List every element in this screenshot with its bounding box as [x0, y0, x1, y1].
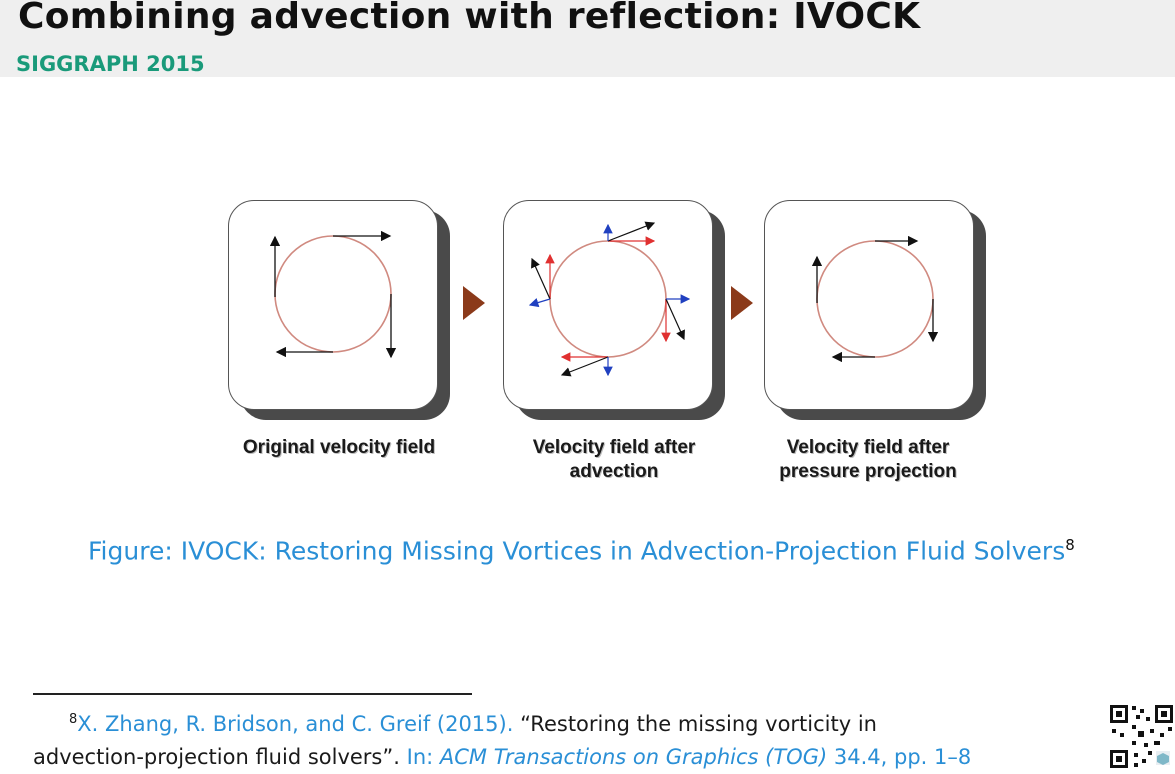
footnote-title-2: advection-projection fluid solvers”.	[33, 745, 400, 769]
black-vector	[665, 298, 685, 341]
panel-caption-projection: Velocity field after pressure projection	[779, 437, 957, 482]
vortex-circle	[549, 240, 667, 358]
original-velocity-diagram	[269, 230, 397, 359]
footnote-title-1: “Restoring the missing vorticity in	[520, 712, 877, 736]
slide-header: Combining advection with reflection: IVO…	[0, 0, 1175, 77]
black-vector	[607, 221, 656, 242]
flow-arrow-1	[463, 286, 485, 320]
panel-caption-original: Original velocity field	[242, 437, 436, 458]
footnote-details: 34.4, pp. 1–8	[833, 745, 972, 769]
blue-vector	[528, 297, 551, 308]
vortex-circle	[274, 235, 392, 353]
black-vector	[531, 257, 551, 300]
footnote: 8X. Zhang, R. Bridson, and C. Greif (201…	[33, 703, 1113, 774]
figure: Original velocity field Velocity field a…	[0, 190, 1175, 490]
footnote-rule	[33, 693, 472, 695]
qr-code-icon	[1108, 703, 1175, 770]
figure-caption-text: IVOCK: Restoring Missing Vortices in Adv…	[180, 536, 1066, 566]
slide-title: Combining advection with reflection: IVO…	[18, 0, 921, 37]
panel-original-velocity	[228, 200, 438, 410]
figure-caption-ref: 8	[1065, 536, 1075, 554]
panel-after-projection	[764, 200, 974, 410]
figure-caption-prefix: Figure:	[88, 536, 173, 566]
panel-after-advection	[503, 200, 713, 410]
black-vector	[560, 356, 609, 377]
figure-caption: Figure: IVOCK: Restoring Missing Vortice…	[88, 536, 1075, 565]
panel-caption-advection: Velocity field after advection	[532, 437, 696, 482]
projection-velocity-diagram	[811, 235, 939, 363]
advection-velocity-diagram	[528, 221, 691, 377]
conference-label: SIGGRAPH 2015	[16, 52, 205, 76]
footnote-in-label: In:	[406, 745, 434, 769]
footnote-authors: X. Zhang, R. Bridson, and C. Greif (2015…	[77, 712, 514, 736]
footnote-journal: ACM Transactions on Graphics (TOG)	[439, 745, 828, 769]
vortex-circle	[816, 240, 934, 358]
flow-arrow-2	[731, 286, 753, 320]
footnote-number: 8	[69, 712, 78, 727]
